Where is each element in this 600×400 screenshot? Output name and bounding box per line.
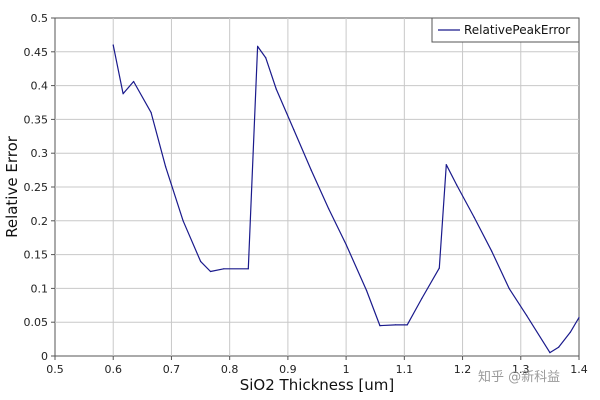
data-point — [558, 346, 560, 348]
y-tick-label: 0.4 — [31, 80, 49, 93]
data-point — [182, 220, 184, 222]
x-tick-label: 0.5 — [46, 363, 64, 376]
data-point — [578, 316, 580, 319]
legend: RelativePeakError — [431, 17, 580, 43]
data-point — [569, 331, 571, 333]
data-point — [526, 314, 528, 316]
data-point — [491, 250, 493, 252]
watermark: 知乎 @新科益 — [478, 369, 560, 385]
legend-label: RelativePeakError — [464, 23, 570, 37]
data-point — [112, 44, 114, 46]
y-tick-label: 0.2 — [31, 215, 49, 228]
y-tick-label: 0 — [41, 350, 48, 363]
data-point — [133, 80, 135, 83]
x-tick-label: 0.9 — [279, 363, 297, 376]
y-tick-label: 0.05 — [24, 316, 49, 329]
y-tick-label: 0.15 — [24, 249, 49, 262]
data-point — [508, 287, 510, 289]
data-point — [365, 289, 368, 291]
data-point — [223, 268, 225, 270]
data-point — [310, 169, 312, 171]
data-point — [257, 45, 259, 48]
y-tick-label: 0.5 — [31, 12, 49, 25]
data-point — [406, 324, 408, 326]
x-tick-label: 0.6 — [104, 363, 122, 376]
axis-ticks: 0.5 0.6 0.7 0.8 0.9 1 1.1 1.2 1.3 1.4 0 0.05 0.1 0.15… — [24, 12, 588, 376]
y-tick-label: 0.3 — [31, 147, 49, 160]
data-point — [473, 216, 475, 218]
data-point — [345, 243, 347, 246]
x-axis-label: SiO2 Thickness [um] — [240, 376, 395, 394]
data-point — [265, 57, 267, 59]
x-tick-label: 0.7 — [163, 363, 181, 376]
data-point — [395, 324, 397, 326]
data-point — [275, 88, 277, 90]
y-tick-label: 0.25 — [24, 181, 49, 194]
x-tick-label: 1.3 — [512, 363, 530, 376]
x-tick-label: 1.2 — [454, 363, 472, 376]
data-point — [328, 208, 330, 210]
y-tick-label: 0.1 — [31, 282, 49, 295]
x-tick-label: 1 — [343, 363, 350, 376]
data-point — [247, 268, 249, 270]
data-point — [293, 128, 295, 131]
data-point — [438, 267, 440, 269]
data-point — [122, 93, 124, 95]
grid — [55, 18, 579, 356]
y-axis-label: Relative Error — [3, 135, 21, 238]
x-tick-label: 1.1 — [396, 363, 414, 376]
data-point — [209, 270, 212, 273]
series-layer — [112, 44, 580, 354]
data-point — [165, 166, 167, 168]
data-point — [379, 325, 381, 327]
data-point — [200, 260, 202, 262]
y-tick-label: 0.35 — [24, 113, 49, 126]
data-point — [549, 352, 551, 354]
data-point — [150, 112, 152, 114]
data-point — [421, 297, 423, 300]
y-tick-label: 0.45 — [24, 46, 49, 59]
x-tick-label: 1.4 — [570, 363, 588, 376]
x-tick-label: 0.8 — [221, 363, 239, 376]
data-point — [445, 164, 447, 166]
data-point — [456, 184, 458, 186]
